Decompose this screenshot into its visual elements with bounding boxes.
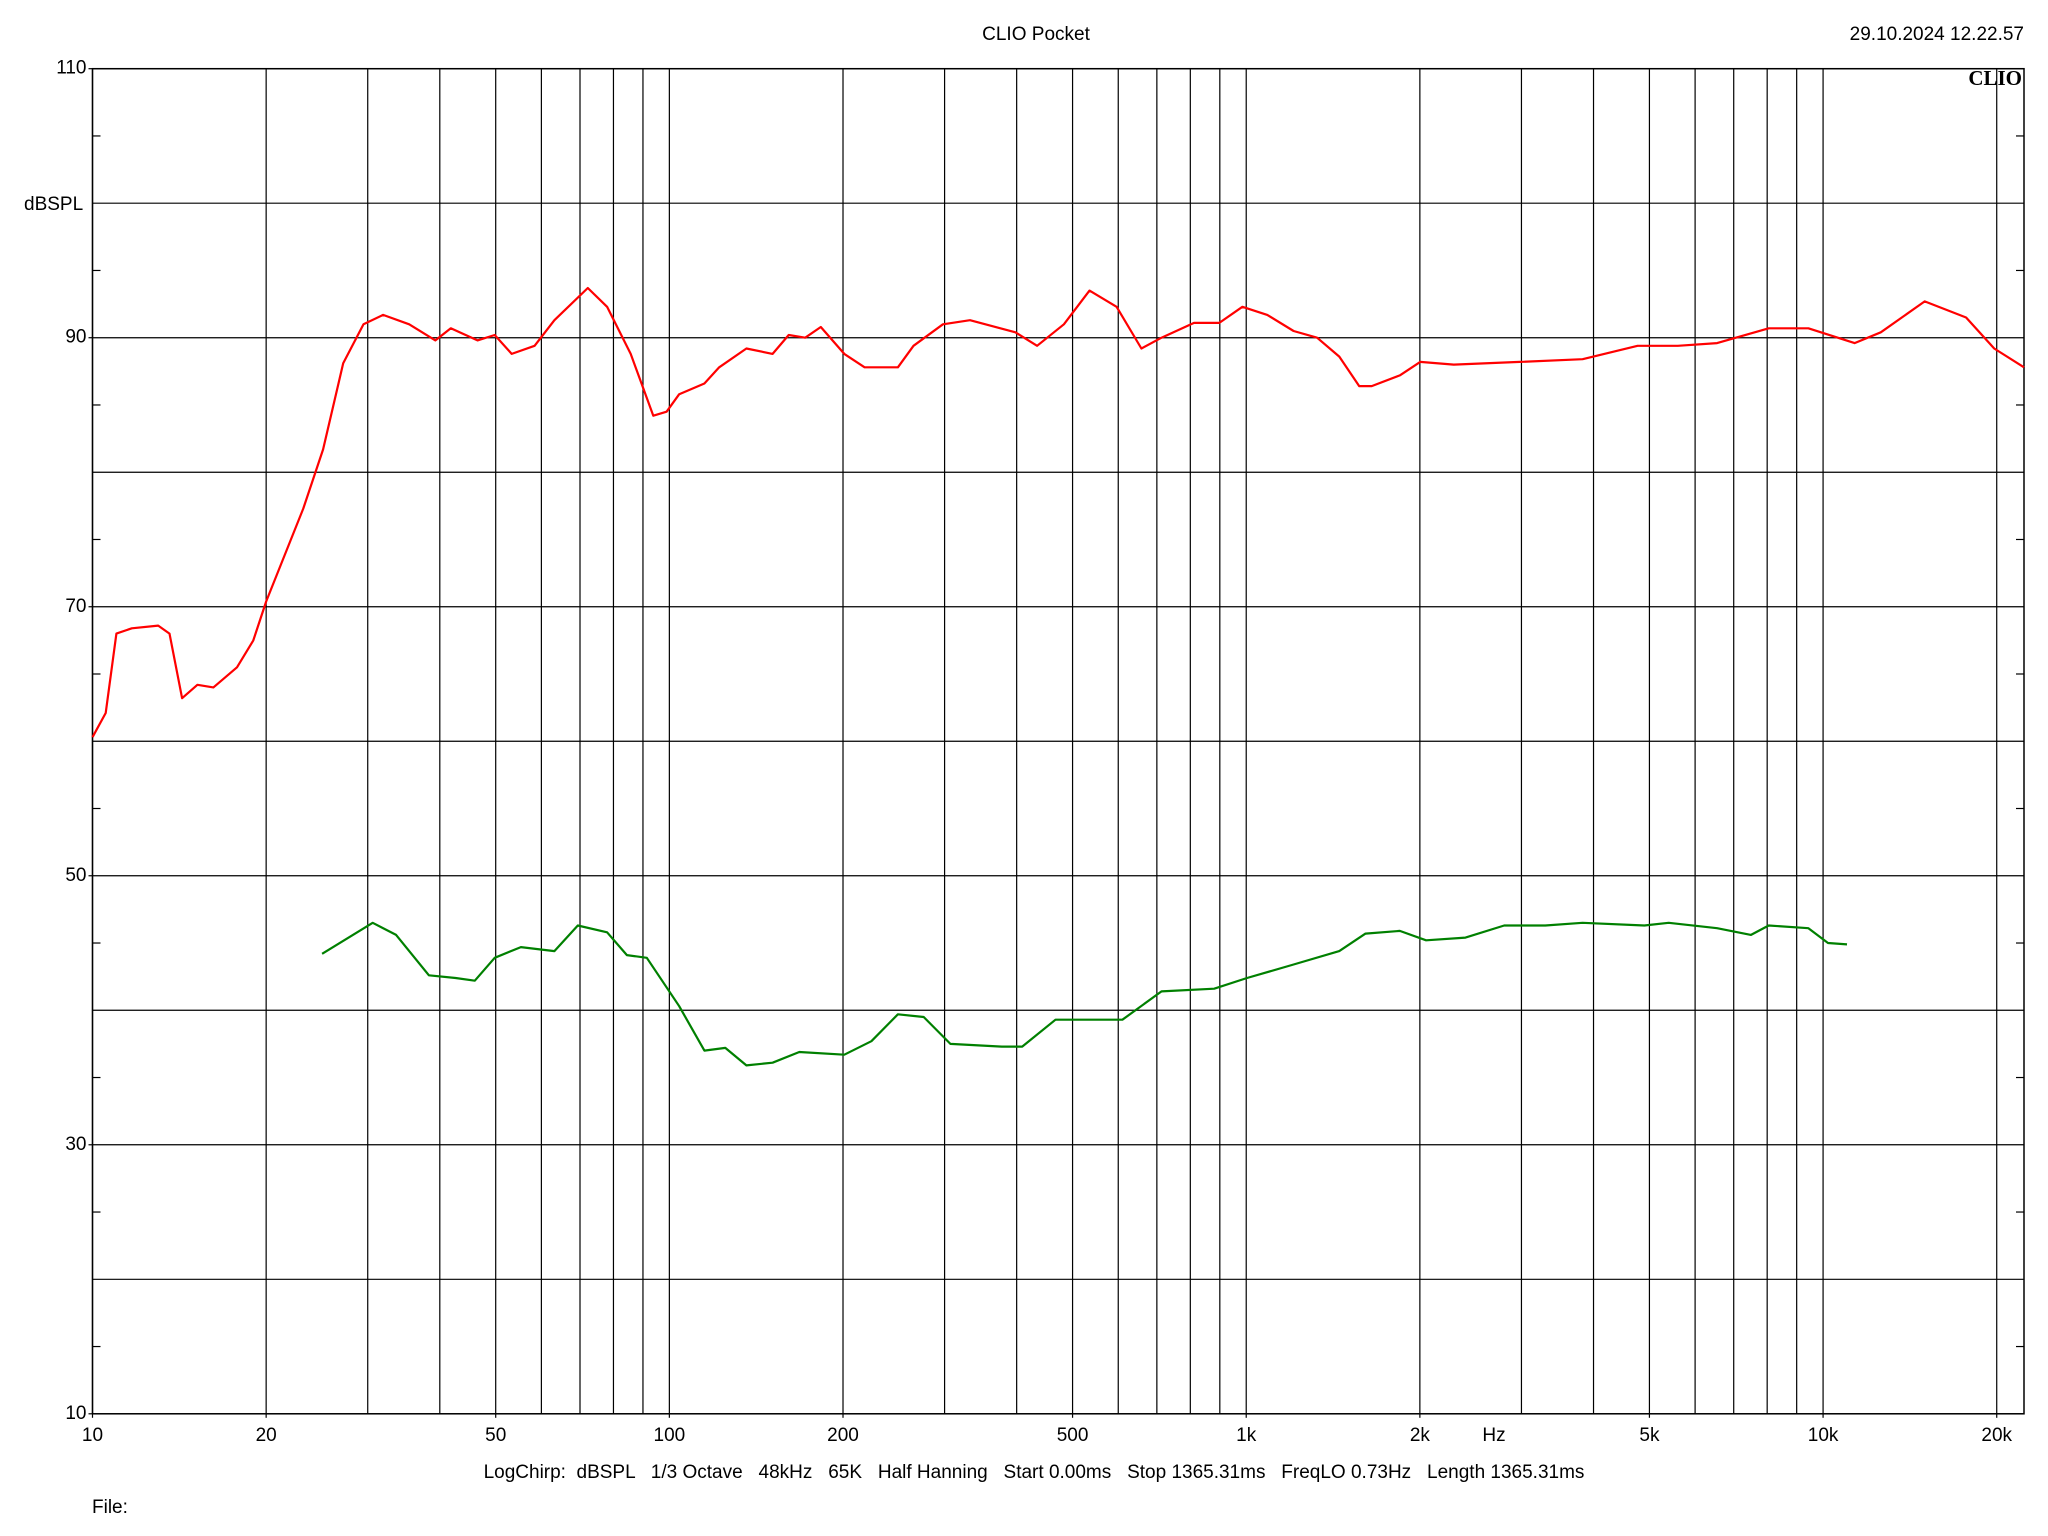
y-tick-label: 10	[65, 1403, 86, 1424]
x-tick-label: 50	[485, 1425, 506, 1446]
footer: LogChirp: dBSPL 1/3 Octave 48kHz 65K Hal…	[484, 1462, 1585, 1483]
x-tick-label: 10	[82, 1425, 103, 1446]
x-tick-label: 200	[827, 1425, 859, 1446]
x-tick-label: 10k	[1808, 1425, 1839, 1446]
file-label: File:	[92, 1497, 128, 1518]
series-line	[91, 286, 2025, 738]
y-tick-label: 90	[65, 327, 86, 348]
y-tick-label: 110	[56, 58, 86, 79]
y-tick-label: 70	[65, 596, 86, 617]
series-line	[321, 921, 1848, 1067]
x-tick-label: 20	[256, 1425, 277, 1446]
chart-title: CLIO Pocket	[982, 24, 1090, 45]
x-tick-label: 1k	[1236, 1425, 1257, 1446]
x-tick-label: 500	[1057, 1425, 1089, 1446]
x-tick-label: 100	[654, 1425, 686, 1446]
plot-frame	[91, 67, 2025, 1415]
y-tick-label: 50	[65, 865, 86, 886]
x-axis-label: Hz	[1482, 1425, 1505, 1446]
x-tick-label: 5k	[1639, 1425, 1660, 1446]
y-tick-label: 30	[65, 1134, 86, 1155]
timestamp: 29.10.2024 12.22.57	[1850, 24, 2024, 45]
logo: CLIO	[1968, 66, 2022, 90]
x-tick-label: 20k	[1981, 1425, 2012, 1446]
x-tick-label: 2k	[1410, 1425, 1431, 1446]
y-axis-label: dBSPL	[24, 194, 83, 215]
